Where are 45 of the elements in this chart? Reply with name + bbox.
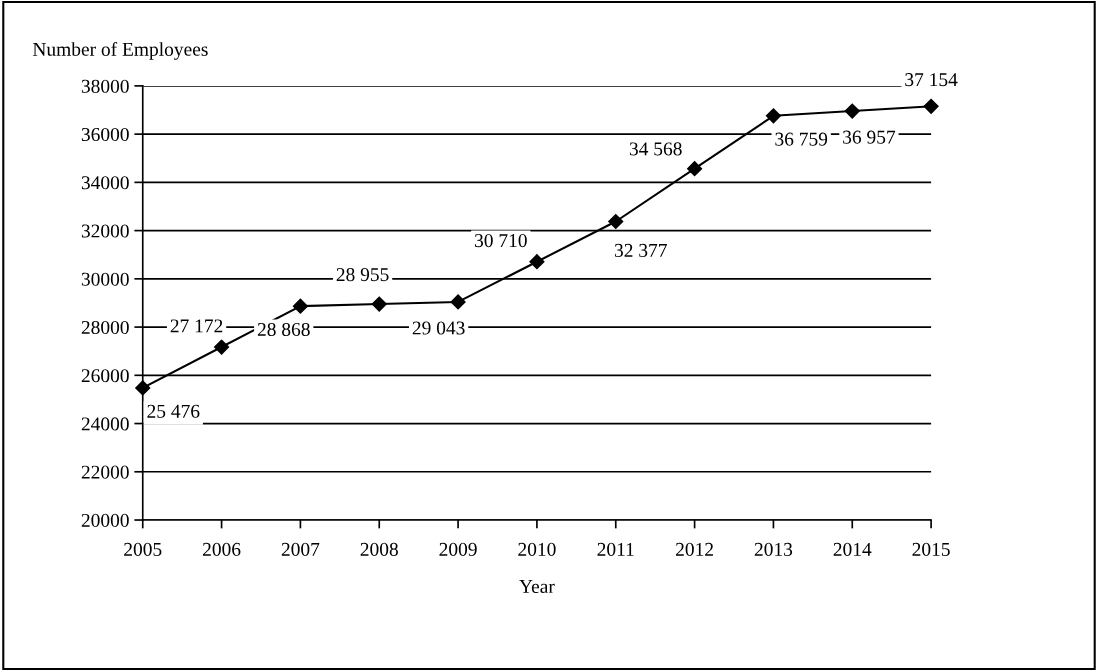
data-label: 30 710: [475, 234, 527, 248]
point: [687, 161, 703, 177]
y-tick-label: 28000: [81, 320, 129, 335]
x-tick-label: 2015: [912, 542, 950, 556]
y-tick-label: 38000: [81, 79, 129, 93]
x-tick-label: 2009: [439, 542, 477, 556]
y-tick-label: 26000: [81, 369, 129, 383]
data-label: 34 568: [629, 142, 682, 156]
x-tick-label: 2010: [518, 542, 556, 556]
x-axis-title: Year: [519, 580, 555, 594]
point: [765, 108, 782, 124]
data-label: 37 154: [905, 73, 958, 87]
data-label: 36 759: [775, 132, 828, 146]
y-tick-label: 30000: [81, 272, 129, 286]
point: [214, 339, 230, 355]
y-tick-label: 36000: [81, 127, 129, 142]
point: [923, 98, 939, 114]
x-tick-label: 2014: [833, 542, 872, 556]
point: [608, 213, 624, 230]
data-label: 28 955: [336, 268, 389, 282]
data-label: 32 377: [614, 243, 667, 257]
y-tick-label: 34000: [81, 176, 129, 190]
x-tick-label: 2007: [281, 542, 320, 556]
y-tick-label: 20000: [81, 513, 129, 527]
data-label: 36 957: [843, 130, 896, 144]
x-tick-label: 2011: [597, 542, 634, 556]
data-label: 27 172: [170, 319, 223, 333]
x-tick-label: 2005: [124, 542, 162, 556]
x-tick-label: 2008: [360, 542, 398, 556]
point: [371, 296, 387, 312]
point: [292, 298, 308, 314]
y-tick-label: 22000: [81, 465, 129, 479]
point: [844, 103, 860, 119]
y-tick-label: 24000: [81, 417, 129, 431]
x-tick-label: 2013: [754, 542, 793, 556]
x-tick-label: 2012: [676, 542, 713, 556]
data-label: 29 043: [412, 321, 465, 335]
x-tick-label: 2006: [202, 542, 241, 556]
y-tick-label: 32000: [81, 224, 129, 238]
y-axis-title: Number of Employees: [32, 41, 208, 60]
data-label: 28 868: [257, 322, 310, 337]
point: [529, 254, 545, 270]
point: [135, 380, 151, 396]
data-label: 25 476: [147, 404, 200, 418]
point: [450, 294, 466, 310]
